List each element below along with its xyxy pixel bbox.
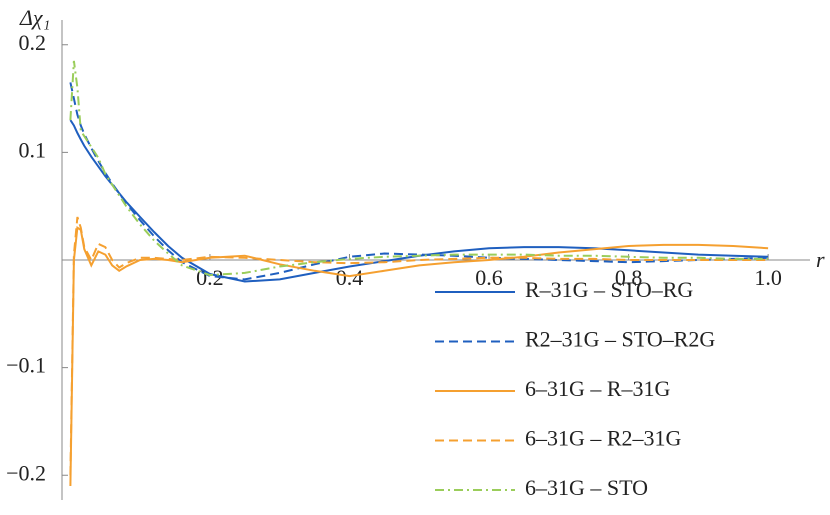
series-line [69, 82, 769, 281]
y-tick-label: −0.1 [6, 353, 46, 378]
y-axis-label: Δχ₁ [19, 5, 50, 30]
x-tick-label: 0.4 [336, 265, 364, 290]
series-line [69, 60, 769, 277]
legend-label: 6–31G – R2–31G [525, 426, 682, 451]
legend-label: R–31G – STO–RG [525, 277, 693, 302]
x-tick-label: 0.6 [475, 265, 503, 290]
legend-label: 6–31G – STO [525, 475, 648, 500]
y-tick-label: −0.2 [6, 460, 46, 485]
y-tick-label: 0.1 [19, 137, 47, 162]
y-tick-label: 0.2 [19, 30, 47, 55]
legend-label: 6–31G – R–31G [525, 376, 671, 401]
series-line [69, 119, 769, 283]
legend-label: R2–31G – STO–R2G [525, 327, 715, 352]
x-tick-label: 0.8 [615, 265, 643, 290]
x-axis-label: r [816, 247, 825, 272]
x-tick-label: 1.0 [754, 265, 782, 290]
series-line [69, 216, 769, 476]
